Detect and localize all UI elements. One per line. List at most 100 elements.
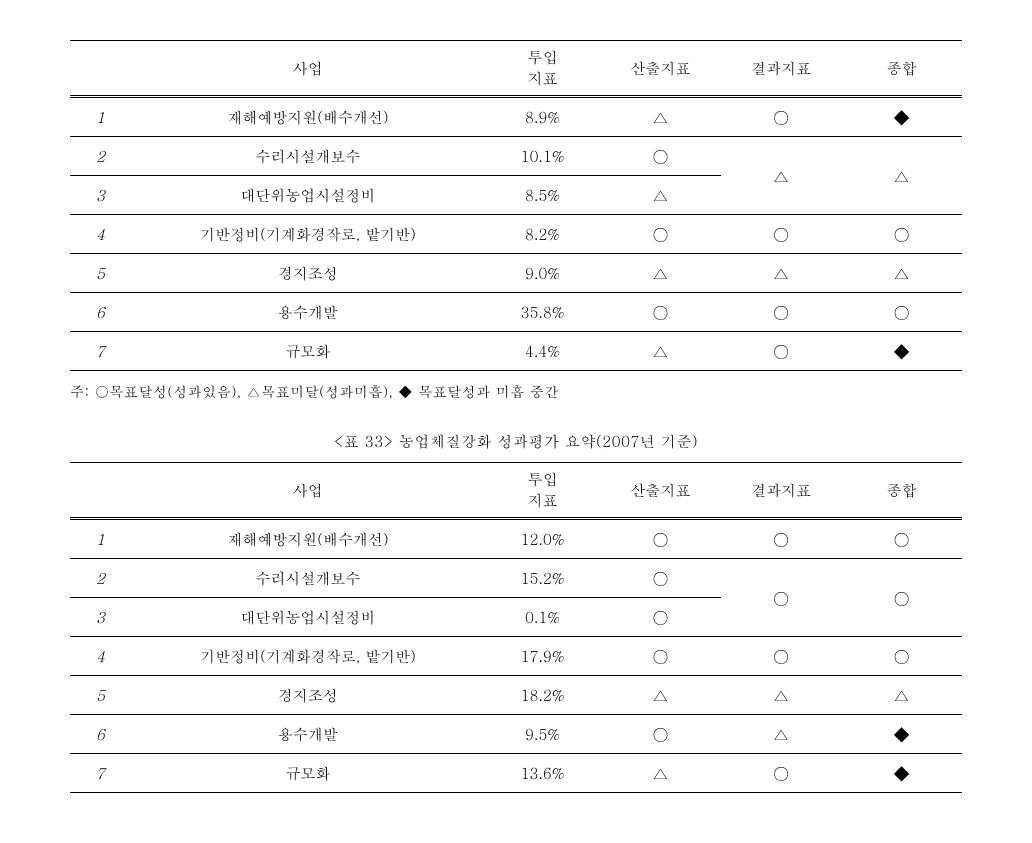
cell-num: 2 — [70, 559, 131, 598]
table-1: 사업 투입 지표 산출지표 결과지표 종합 1재해예방지원(배수개선)8.9%△… — [70, 40, 962, 371]
header-num — [70, 41, 131, 96]
cell-business: 경지조성 — [131, 676, 485, 715]
cell-result: △ — [721, 715, 842, 754]
cell-input: 8.9% — [485, 98, 600, 137]
cell-input: 10.1% — [485, 137, 600, 176]
cell-business: 용수개발 — [131, 715, 485, 754]
cell-business: 규모화 — [131, 754, 485, 793]
header-total: 종합 — [841, 41, 962, 96]
cell-total: ○ — [841, 293, 962, 332]
cell-output: ○ — [600, 637, 721, 676]
cell-output: ○ — [600, 715, 721, 754]
header-input: 투입 지표 — [485, 463, 600, 518]
cell-result: △ — [721, 676, 842, 715]
cell-business: 재해예방지원(배수개선) — [131, 520, 485, 559]
cell-num: 7 — [70, 754, 131, 793]
cell-total: ○ — [841, 559, 962, 637]
table-2-body: 1재해예방지원(배수개선)12.0%○○○2수리시설개보수15.2%○○○3대단… — [70, 520, 962, 793]
cell-input: 15.2% — [485, 559, 600, 598]
table-row: 6용수개발9.5%○△◆ — [70, 715, 962, 754]
cell-total: ◆ — [841, 754, 962, 793]
table-2: 사업 투입 지표 산출지표 결과지표 종합 1재해예방지원(배수개선)12.0%… — [70, 462, 962, 793]
cell-output: △ — [600, 176, 721, 215]
cell-business: 대단위농업시설정비 — [131, 176, 485, 215]
table-row: 1재해예방지원(배수개선)8.9%△○◆ — [70, 98, 962, 137]
cell-num: 3 — [70, 176, 131, 215]
cell-output: ○ — [600, 137, 721, 176]
cell-result: ○ — [721, 98, 842, 137]
cell-business: 수리시설개보수 — [131, 137, 485, 176]
header-total: 종합 — [841, 463, 962, 518]
table-row: 6용수개발35.8%○○○ — [70, 293, 962, 332]
cell-num: 1 — [70, 98, 131, 137]
header-business: 사업 — [131, 463, 485, 518]
cell-output: △ — [600, 98, 721, 137]
table-row: 1재해예방지원(배수개선)12.0%○○○ — [70, 520, 962, 559]
table-header-row: 사업 투입 지표 산출지표 결과지표 종합 — [70, 41, 962, 96]
cell-total: ◆ — [841, 98, 962, 137]
cell-input: 12.0% — [485, 520, 600, 559]
cell-business: 규모화 — [131, 332, 485, 371]
cell-result: ○ — [721, 637, 842, 676]
cell-input: 0.1% — [485, 598, 600, 637]
cell-total: ◆ — [841, 332, 962, 371]
cell-business: 용수개발 — [131, 293, 485, 332]
header-input: 투입 지표 — [485, 41, 600, 96]
cell-result: ○ — [721, 520, 842, 559]
cell-total: ◆ — [841, 715, 962, 754]
cell-result: ○ — [721, 332, 842, 371]
cell-num: 6 — [70, 293, 131, 332]
cell-input: 9.5% — [485, 715, 600, 754]
cell-output: △ — [600, 332, 721, 371]
table-row: 4기반정비(기계화경작로, 밭기반)8.2%○○○ — [70, 215, 962, 254]
cell-result: ○ — [721, 215, 842, 254]
cell-result: ○ — [721, 293, 842, 332]
cell-num: 5 — [70, 676, 131, 715]
cell-input: 13.6% — [485, 754, 600, 793]
table-2-caption: <표 33> 농업체질강화 성과평가 요약(2007년 기준) — [70, 431, 962, 452]
header-result: 결과지표 — [721, 41, 842, 96]
table-row: 4기반정비(기계화경작로, 밭기반)17.9%○○○ — [70, 637, 962, 676]
cell-input: 9.0% — [485, 254, 600, 293]
table-header-row: 사업 투입 지표 산출지표 결과지표 종합 — [70, 463, 962, 518]
cell-business: 수리시설개보수 — [131, 559, 485, 598]
cell-output: ○ — [600, 293, 721, 332]
table-row: 5경지조성9.0%△△△ — [70, 254, 962, 293]
cell-output: ○ — [600, 215, 721, 254]
cell-input: 35.8% — [485, 293, 600, 332]
cell-num: 4 — [70, 215, 131, 254]
cell-total: ○ — [841, 637, 962, 676]
cell-output: ○ — [600, 559, 721, 598]
cell-result: △ — [721, 254, 842, 293]
cell-total: △ — [841, 676, 962, 715]
cell-business: 기반정비(기계화경작로, 밭기반) — [131, 215, 485, 254]
cell-num: 4 — [70, 637, 131, 676]
cell-num: 5 — [70, 254, 131, 293]
cell-result: △ — [721, 137, 842, 215]
cell-total: △ — [841, 137, 962, 215]
cell-output: ○ — [600, 598, 721, 637]
table-1-body: 1재해예방지원(배수개선)8.9%△○◆2수리시설개보수10.1%○△△3대단위… — [70, 98, 962, 371]
cell-total: ○ — [841, 215, 962, 254]
table-row: 5경지조성18.2%△△△ — [70, 676, 962, 715]
cell-input: 18.2% — [485, 676, 600, 715]
cell-result: ○ — [721, 754, 842, 793]
cell-total: △ — [841, 254, 962, 293]
cell-input: 17.9% — [485, 637, 600, 676]
header-output: 산출지표 — [600, 41, 721, 96]
cell-input: 8.5% — [485, 176, 600, 215]
cell-num: 2 — [70, 137, 131, 176]
cell-total: ○ — [841, 520, 962, 559]
cell-output: ○ — [600, 520, 721, 559]
cell-output: △ — [600, 254, 721, 293]
cell-business: 대단위농업시설정비 — [131, 598, 485, 637]
cell-business: 경지조성 — [131, 254, 485, 293]
table-note: 주: ○목표달성(성과있음), △목표미달(성과미흡), ◆ 목표달성과 미흡 … — [70, 381, 962, 401]
table-row: 2수리시설개보수15.2%○○○ — [70, 559, 962, 598]
table-row: 2수리시설개보수10.1%○△△ — [70, 137, 962, 176]
cell-input: 4.4% — [485, 332, 600, 371]
cell-num: 7 — [70, 332, 131, 371]
table-row: 7규모화13.6%△○◆ — [70, 754, 962, 793]
cell-input: 8.2% — [485, 215, 600, 254]
table-row: 7규모화4.4%△○◆ — [70, 332, 962, 371]
